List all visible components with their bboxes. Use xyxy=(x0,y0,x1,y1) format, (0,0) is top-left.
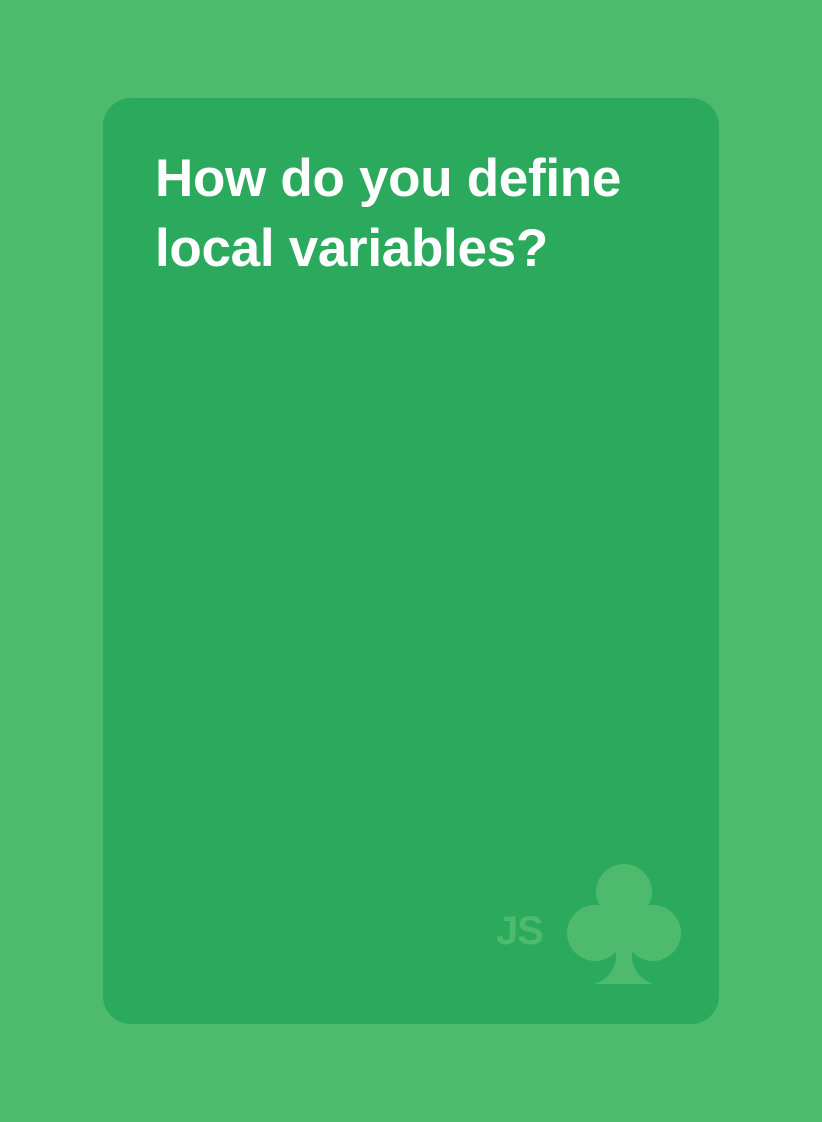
club-icon xyxy=(567,864,681,984)
card-question: How do you define local variables? xyxy=(155,149,621,278)
brand-label: JS xyxy=(496,909,544,953)
flashcard[interactable]: How do you define local variables? JS xyxy=(103,98,719,1024)
